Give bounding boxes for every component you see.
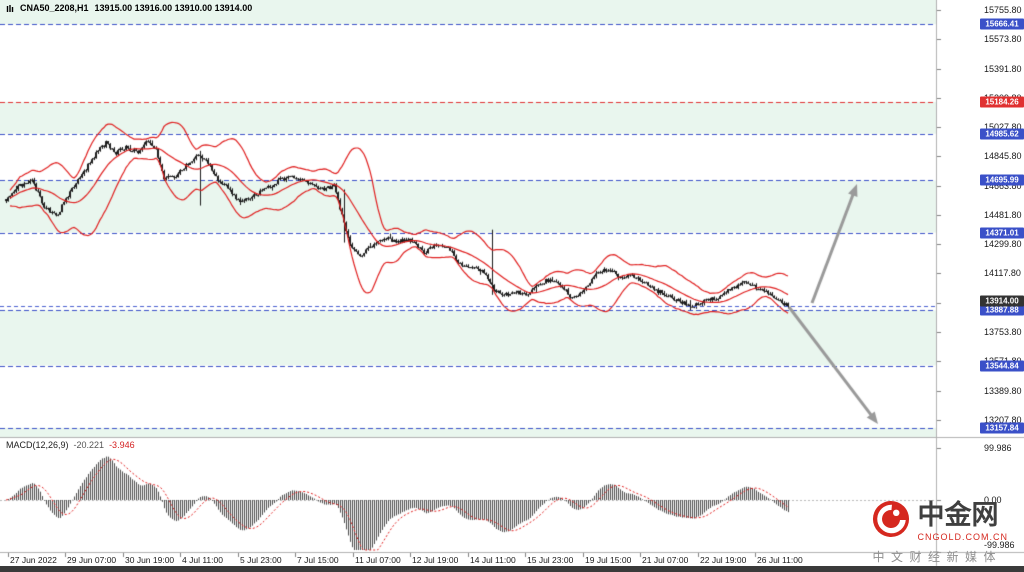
brand-domain: CNGOLD.COM.CN xyxy=(917,531,1008,542)
brand-name: 中金网 xyxy=(917,499,999,530)
time-axis-label: 21 Jul 07:00 xyxy=(642,555,689,565)
time-axis-label: 14 Jul 11:00 xyxy=(470,555,516,565)
window-bottom-edge xyxy=(0,566,1024,572)
macd-name: MACD(12,26,9) xyxy=(6,440,69,450)
time-axis-label: 11 Jul 07:00 xyxy=(355,555,401,565)
time-axis-label: 12 Jul 19:00 xyxy=(412,555,459,565)
time-axis-label: 4 Jul 11:00 xyxy=(182,555,223,565)
cngold-logo-icon xyxy=(872,500,910,543)
time-axis-label: 7 Jul 15:00 xyxy=(297,555,339,565)
brand-tagline: 中文财经新媒体 xyxy=(872,550,1002,564)
time-axis-label: 29 Jun 07:00 xyxy=(67,555,117,565)
time-axis-label: 5 Jul 23:00 xyxy=(240,555,282,565)
symbol-timeframe-label: CNA50_2208,H1 xyxy=(20,3,89,13)
chart-header: CNA50_2208,H1 13915.00 13916.00 13910.00… xyxy=(6,3,252,13)
time-axis[interactable]: 27 Jun 2022 29 Jun 07:00 30 Jun 19:00 4 Jul… xyxy=(0,553,1024,566)
time-axis-label: 15 Jul 23:00 xyxy=(527,555,574,565)
time-axis-label: 19 Jul 15:00 xyxy=(585,555,632,565)
time-axis-label: 22 Jul 19:00 xyxy=(700,555,747,565)
cngold-watermark: 中金网 CNGOLD.COM.CN 中文财经新媒体 xyxy=(872,500,1008,565)
chart-type-icon xyxy=(6,4,14,13)
macd-signal-value: -3.946 xyxy=(109,440,135,450)
time-axis-label: 27 Jun 2022 xyxy=(10,555,57,565)
macd-main-value: -20.221 xyxy=(73,440,105,450)
time-axis-label: 26 Jul 11:00 xyxy=(757,555,803,565)
ohlc-values: 13915.00 13916.00 13910.00 13914.00 xyxy=(94,3,253,13)
time-axis-label: 30 Jun 19:00 xyxy=(125,555,175,565)
macd-indicator-label: MACD(12,26,9) -20.221 -3.946 xyxy=(6,440,135,450)
